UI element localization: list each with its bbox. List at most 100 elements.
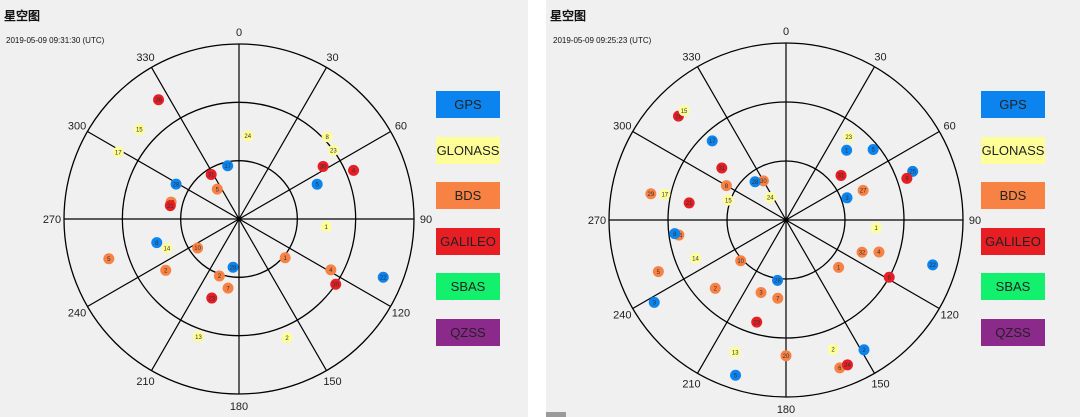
satellite-marker[interactable]: 2: [827, 343, 839, 355]
satellite-marker[interactable]: 2: [858, 344, 870, 356]
legend-item-galileo[interactable]: GALILEO: [981, 227, 1045, 255]
legend-item-galileo[interactable]: GALILEO: [436, 227, 500, 255]
satellite-id-label: 3: [759, 291, 763, 297]
satellite-marker[interactable]: 22: [927, 259, 939, 271]
satellite-marker[interactable]: 3: [841, 192, 853, 204]
satellite-marker[interactable]: 4: [325, 264, 337, 276]
satellite-marker[interactable]: 10: [735, 255, 747, 267]
satellite-marker[interactable]: 31: [835, 169, 847, 181]
satellite-marker[interactable]: 26: [153, 94, 165, 106]
satellite-marker[interactable]: 28: [772, 274, 784, 286]
legend-item-bds[interactable]: BDS: [981, 182, 1045, 209]
satellite-dot: [242, 130, 254, 142]
satellite-marker[interactable]: 17: [112, 146, 124, 158]
satellite-marker[interactable]: 5: [730, 369, 742, 381]
azimuth-tick-label: 30: [326, 52, 338, 64]
satellite-marker[interactable]: 17: [659, 188, 671, 200]
satellite-id-label: 26: [675, 114, 682, 120]
satellite-marker[interactable]: 31: [716, 162, 728, 174]
satellite-marker[interactable]: 4: [348, 164, 360, 176]
satellite-marker[interactable]: 13: [729, 346, 741, 358]
legend-item-sbas[interactable]: SBAS: [436, 273, 500, 300]
satellite-id-label: 1: [837, 266, 841, 272]
satellite-marker[interactable]: 15: [133, 123, 145, 135]
azimuth-line: [150, 67, 328, 371]
legend-item-bds[interactable]: BDS: [436, 182, 500, 209]
satellite-marker[interactable]: 1: [833, 261, 845, 273]
satellite-marker[interactable]: 28: [170, 178, 182, 190]
satellite-marker[interactable]: 8: [669, 228, 681, 240]
legend-item-gps[interactable]: GPS: [981, 91, 1045, 118]
satellite-marker[interactable]: 7: [772, 292, 784, 304]
satellite-marker[interactable]: 8: [720, 180, 732, 192]
satellite-marker[interactable]: 4: [873, 246, 885, 258]
satellite-marker[interactable]: 23: [751, 316, 763, 328]
satellite-marker[interactable]: 17: [222, 160, 234, 172]
satellite-marker[interactable]: 30: [317, 160, 329, 172]
satellite-marker[interactable]: 10: [192, 242, 204, 254]
satellite-id-label: 1: [284, 256, 288, 262]
satellite-marker[interactable]: 21: [164, 200, 176, 212]
satellite-marker[interactable]: 29: [645, 188, 657, 200]
satellite-marker[interactable]: 24: [242, 130, 254, 142]
satellite-marker[interactable]: 24: [841, 359, 853, 371]
satellite-marker[interactable]: 31: [205, 168, 217, 180]
satellite-marker[interactable]: 1: [279, 252, 291, 264]
satellite-marker[interactable]: 23: [327, 144, 339, 156]
satellite-marker[interactable]: 2: [709, 282, 721, 294]
satellite-marker[interactable]: 14: [161, 242, 173, 254]
satellite-marker[interactable]: 3: [755, 287, 767, 299]
satellite-marker[interactable]: 23: [206, 292, 218, 304]
satellite-marker[interactable]: 17: [706, 135, 718, 147]
satellite-marker[interactable]: 5: [211, 183, 223, 195]
satellite-marker[interactable]: 20: [780, 350, 792, 362]
satellite-id-label: 1: [845, 148, 849, 154]
azimuth-tick-label: 30: [874, 51, 886, 63]
satellite-marker[interactable]: 22: [377, 271, 389, 283]
satellite-marker[interactable]: 13: [192, 331, 204, 343]
satellite-marker[interactable]: 9: [901, 172, 913, 184]
legend-item-glonass[interactable]: GLONASS: [981, 136, 1045, 164]
satellite-marker[interactable]: 5: [311, 178, 323, 190]
legend-item-sbas[interactable]: SBAS: [981, 273, 1045, 300]
satellite-id-label: 25: [909, 170, 916, 176]
satellite-marker[interactable]: 5: [652, 266, 664, 278]
satellite-id-label: 28: [173, 182, 180, 188]
satellite-marker[interactable]: 23: [843, 131, 855, 143]
satellite-marker[interactable]: 5: [103, 253, 115, 265]
legend-item-gps[interactable]: GPS: [436, 91, 500, 118]
satellite-marker[interactable]: 1: [320, 221, 332, 233]
satellite-marker[interactable]: 1: [841, 144, 853, 156]
satellite-marker[interactable]: 2: [281, 332, 293, 344]
legend-item-glonass[interactable]: GLONASS: [436, 136, 500, 164]
satellite-marker[interactable]: 15: [722, 194, 734, 206]
satellite-marker[interactable]: 28: [749, 176, 761, 188]
satellite-marker[interactable]: 15: [678, 105, 690, 117]
satellite-dot: [320, 221, 332, 233]
satellite-marker[interactable]: 24: [764, 191, 776, 203]
satellite-marker[interactable]: 30: [757, 175, 769, 187]
satellite-marker[interactable]: 2: [213, 270, 225, 282]
satellite-marker[interactable]: 5: [867, 143, 879, 155]
satellite-dot: [327, 144, 339, 156]
satellite-marker[interactable]: 30: [330, 278, 342, 290]
satellite-marker[interactable]: 28: [227, 261, 239, 273]
satellite-marker[interactable]: 3: [648, 296, 660, 308]
legend-item-qzss[interactable]: QZSS: [436, 318, 500, 346]
azimuth-tick-label: 240: [68, 308, 86, 320]
satellite-marker[interactable]: 2: [160, 264, 172, 276]
legend-item-qzss[interactable]: QZSS: [981, 318, 1045, 346]
satellite-marker[interactable]: 8: [883, 271, 895, 283]
satellite-id-label: 21: [167, 204, 174, 210]
satellite-marker[interactable]: 27: [857, 184, 869, 196]
satellite-dot: [716, 162, 728, 174]
satellite-marker[interactable]: 8: [321, 131, 333, 143]
satellite-marker[interactable]: 8: [151, 237, 163, 249]
satellite-dot: [841, 359, 853, 371]
satellite-dot: [348, 164, 360, 176]
satellite-marker[interactable]: 1: [870, 222, 882, 234]
satellite-marker[interactable]: 7: [222, 282, 234, 294]
satellite-marker[interactable]: 21: [683, 197, 695, 209]
satellite-marker[interactable]: 14: [689, 252, 701, 264]
satellite-marker[interactable]: 32: [856, 246, 868, 258]
